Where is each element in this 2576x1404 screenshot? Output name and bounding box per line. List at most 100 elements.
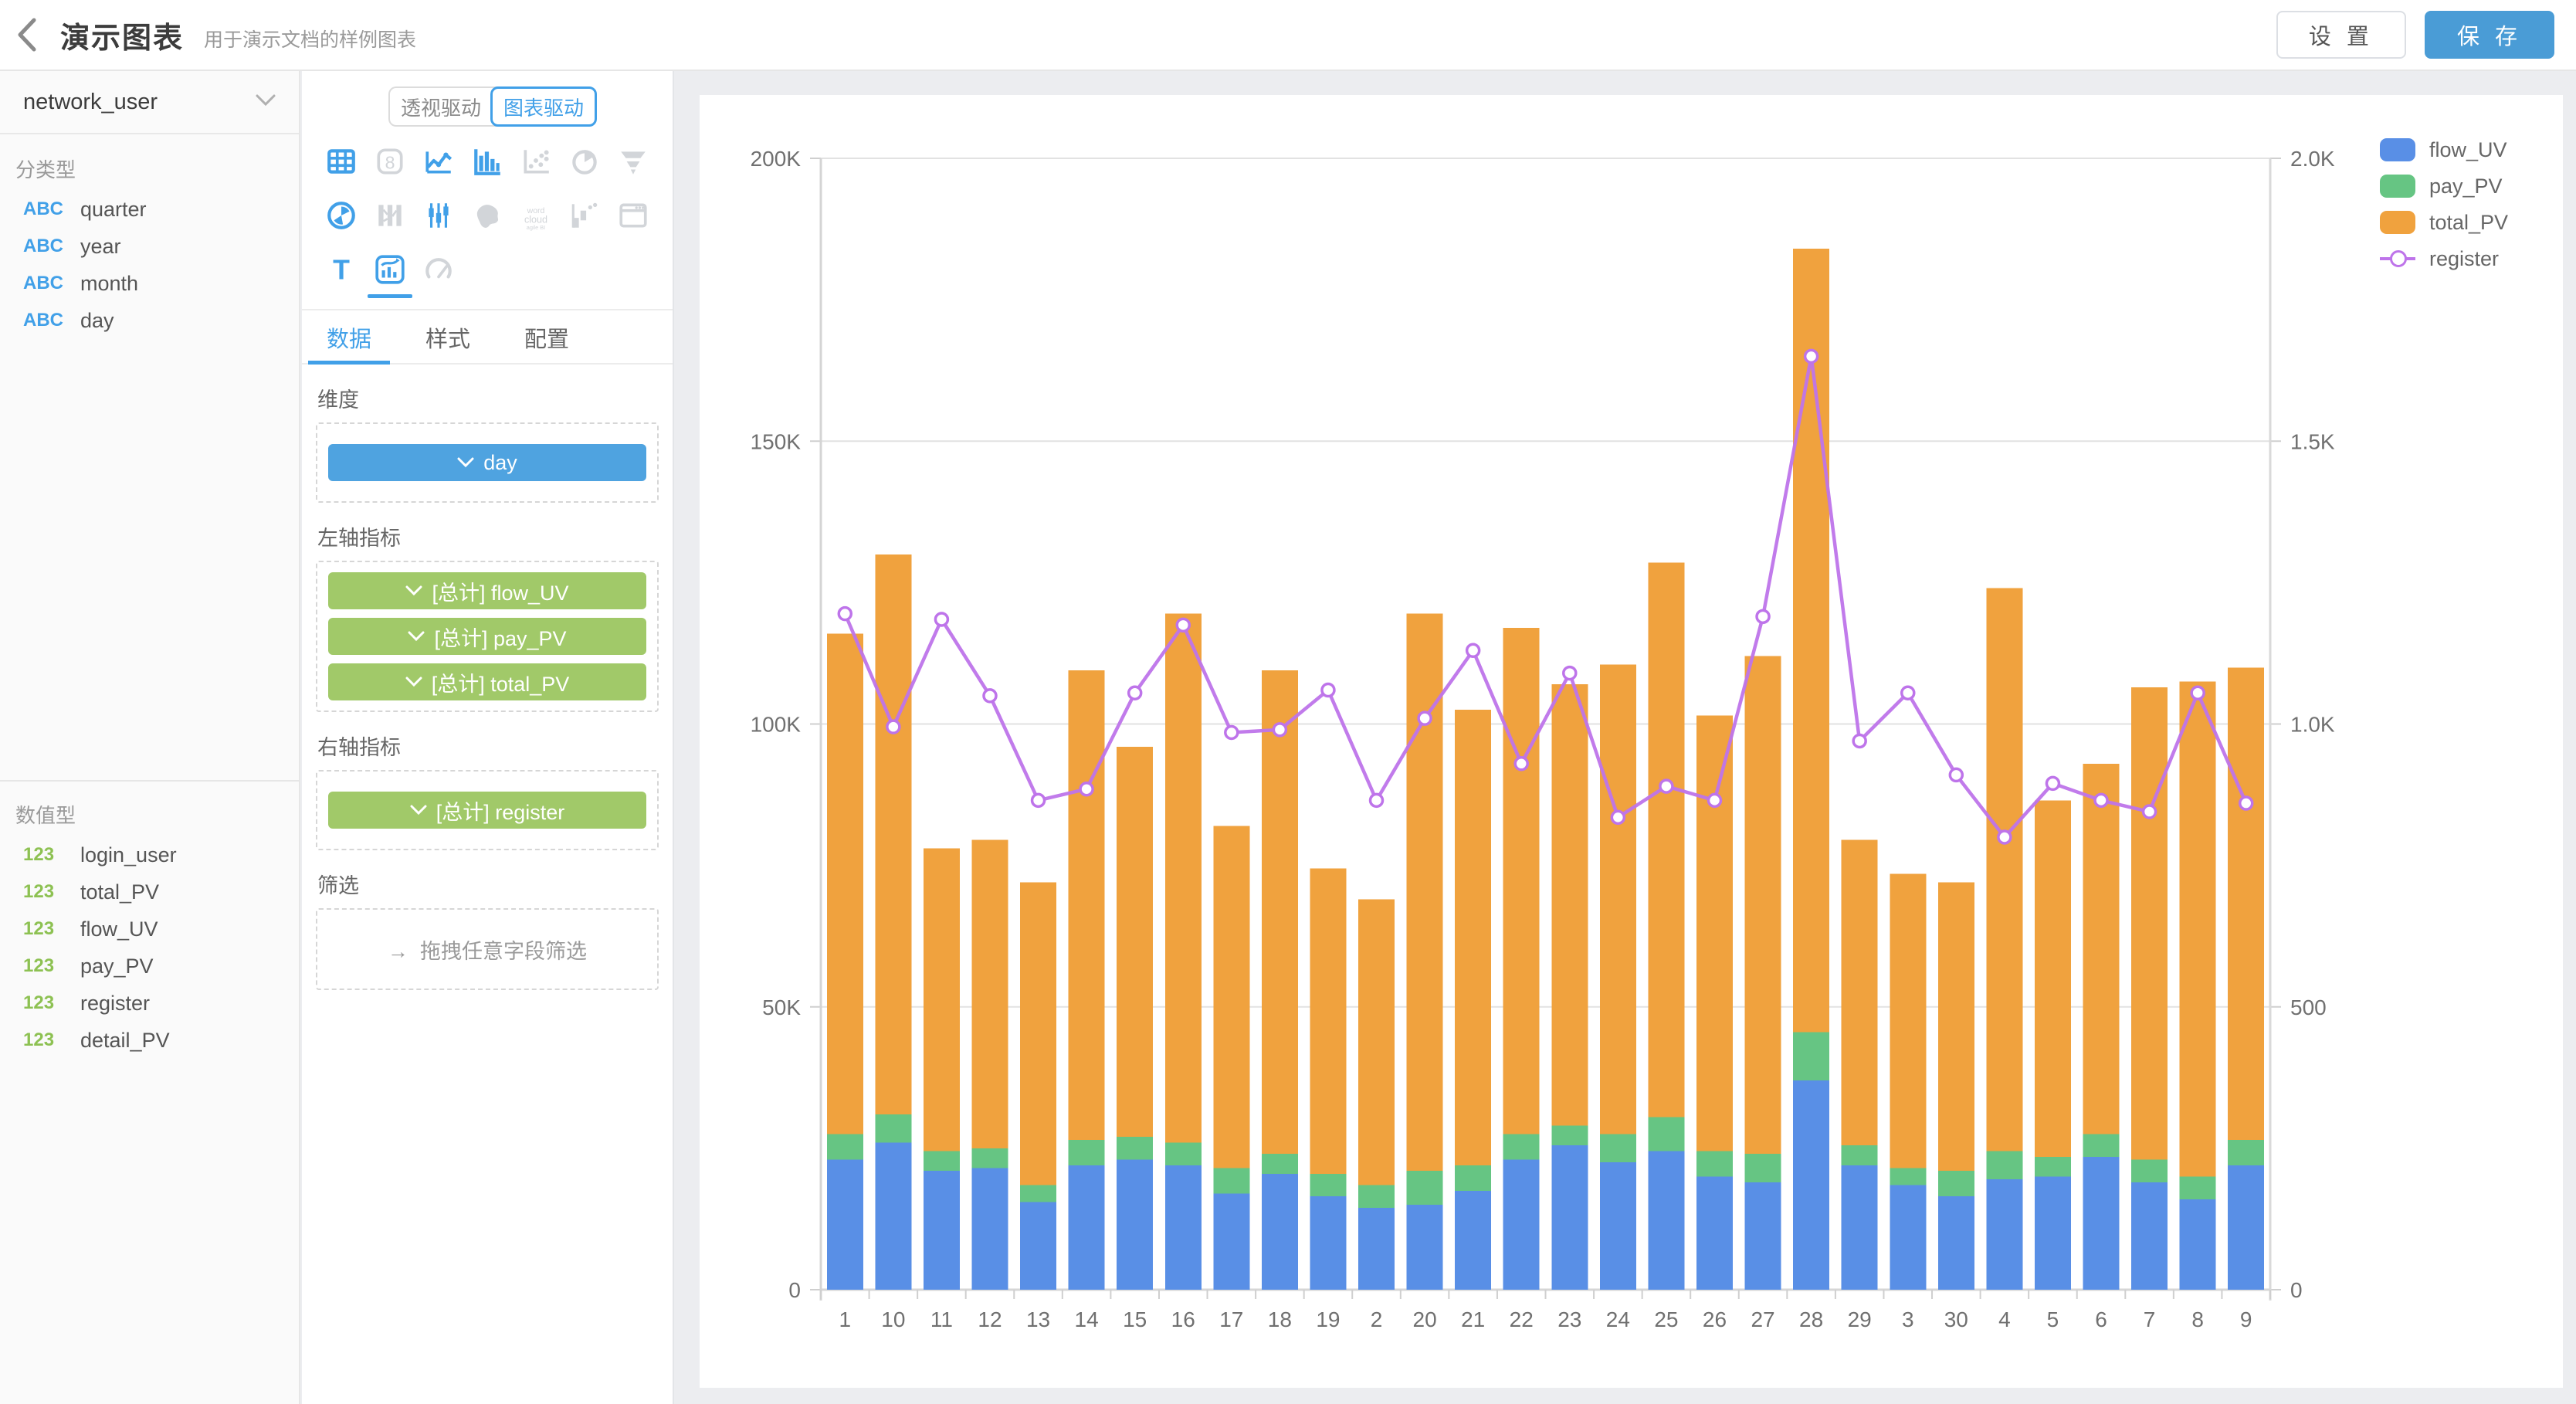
bar-stack-26[interactable] xyxy=(1696,715,1733,1290)
bar-stack-6[interactable] xyxy=(2083,763,2120,1290)
bar-stack-9[interactable] xyxy=(2228,667,2265,1290)
chart-type-table-icon[interactable] xyxy=(324,144,359,179)
right-axis-tick: 0 xyxy=(2290,1278,2303,1302)
bar-segment-pay_PV xyxy=(1213,1168,1250,1194)
mode-toggle: 透视驱动 图表驱动 xyxy=(388,86,598,127)
legend-label: pay_PV xyxy=(2429,174,2503,198)
bar-segment-total_PV xyxy=(1020,882,1057,1185)
dataset-selector[interactable]: network_user xyxy=(0,71,299,134)
mode-option-chart-driven[interactable]: 图表驱动 xyxy=(490,86,598,127)
bar-stack-14[interactable] xyxy=(1068,670,1105,1290)
x-axis-label: 24 xyxy=(1606,1307,1630,1331)
legend-item-pay_PV[interactable]: pay_PV xyxy=(2380,175,2508,198)
bar-stack-22[interactable] xyxy=(1503,627,1540,1290)
bar-stack-15[interactable] xyxy=(1117,746,1154,1290)
field-item-month[interactable]: ABC month xyxy=(0,265,299,302)
bar-stack-12[interactable] xyxy=(971,839,1008,1290)
chart-type-rose-icon[interactable] xyxy=(324,198,359,233)
legend-item-flow_UV[interactable]: flow_UV xyxy=(2380,138,2508,161)
bar-stack-24[interactable] xyxy=(1599,664,1636,1290)
chart-legend: flow_UV pay_PV total_PV register xyxy=(2380,138,2508,270)
bar-stack-27[interactable] xyxy=(1744,656,1781,1290)
bar-stack-28[interactable] xyxy=(1793,249,1830,1290)
field-item-login_user[interactable]: 123 login_user xyxy=(0,836,299,873)
bar-segment-total_PV xyxy=(1164,613,1202,1143)
chart-type-candlestick-icon[interactable] xyxy=(421,198,456,233)
bar-stack-13[interactable] xyxy=(1020,882,1057,1290)
bar-stack-1[interactable] xyxy=(826,633,863,1290)
chart-type-text-icon[interactable]: T xyxy=(324,252,359,287)
back-button[interactable] xyxy=(0,0,54,70)
bar-stack-5[interactable] xyxy=(2034,800,2071,1290)
field-name: register xyxy=(80,991,151,1015)
tab-样式[interactable]: 样式 xyxy=(425,327,471,352)
bar-stack-23[interactable] xyxy=(1551,684,1588,1290)
field-item-day[interactable]: ABC day xyxy=(0,302,299,339)
bar-stack-18[interactable] xyxy=(1261,670,1298,1290)
field-pill-day[interactable]: day xyxy=(328,444,646,481)
field-pill--总计-register[interactable]: [总计] register xyxy=(328,792,646,829)
bar-segment-flow_UV xyxy=(1890,1185,1927,1290)
register-line xyxy=(843,354,2248,839)
save-button[interactable]: 保 存 xyxy=(2424,11,2554,59)
bar-stack-3[interactable] xyxy=(1890,873,1927,1290)
bar-stack-29[interactable] xyxy=(1841,839,1878,1290)
chart-type-bar-icon[interactable] xyxy=(469,144,505,179)
bar-stack-11[interactable] xyxy=(923,848,960,1290)
bar-segment-pay_PV xyxy=(2083,1134,2120,1157)
x-axis-label: 30 xyxy=(1944,1307,1968,1331)
bar-segment-pay_PV xyxy=(1793,1032,1830,1080)
field-pill--总计-total_PV[interactable]: [总计] total_PV xyxy=(328,663,646,700)
bar-segment-pay_PV xyxy=(1986,1151,2023,1180)
bar-stack-30[interactable] xyxy=(1937,882,1974,1290)
field-item-register[interactable]: 123 register xyxy=(0,985,299,1022)
bar-stack-8[interactable] xyxy=(2179,681,2216,1290)
legend-item-register[interactable]: register xyxy=(2380,247,2508,270)
bar-stack-4[interactable] xyxy=(1986,588,2023,1290)
bar-stack-7[interactable] xyxy=(2131,687,2168,1290)
bar-segment-flow_UV xyxy=(923,1171,960,1290)
bar-stack-25[interactable] xyxy=(1648,562,1685,1290)
pill-label: [总计] register xyxy=(436,800,565,824)
bar-segment-total_PV xyxy=(1261,670,1298,1155)
chevron-down-icon xyxy=(410,805,427,816)
bar-segment-pay_PV xyxy=(1599,1134,1636,1163)
bar-segment-pay_PV xyxy=(2228,1139,2265,1165)
right-axis-dropzone[interactable]: [总计] register xyxy=(316,770,659,850)
filter-dropzone[interactable]: → 拖拽任意字段筛选 xyxy=(316,908,659,990)
tab-配置[interactable]: 配置 xyxy=(524,327,570,352)
field-pill--总计-flow_UV[interactable]: [总计] flow_UV xyxy=(328,572,646,609)
combo-chart[interactable]: 0 0 50K 500 100K 1.0K 150K 1.5K 200K 2.0K 1 10 11 12 1… xyxy=(700,95,2563,1388)
bar-stack-16[interactable] xyxy=(1164,613,1202,1290)
bar-segment-pay_PV xyxy=(1164,1142,1202,1165)
bar-stack-21[interactable] xyxy=(1455,710,1492,1290)
chart-type-number-icon: 8 xyxy=(372,144,408,179)
x-axis-label: 12 xyxy=(978,1307,1002,1331)
dimension-dropzone[interactable]: day xyxy=(316,422,659,503)
legend-item-total_PV[interactable]: total_PV xyxy=(2380,211,2508,234)
chart-type-combo-icon[interactable] xyxy=(368,252,413,298)
field-item-quarter[interactable]: ABC quarter xyxy=(0,191,299,228)
left-axis-dropzone[interactable]: [总计] flow_UV [总计] pay_PV [总计] total_PV xyxy=(316,561,659,712)
field-item-flow_UV[interactable]: 123 flow_UV xyxy=(0,911,299,948)
pill-label: [总计] total_PV xyxy=(431,672,570,696)
settings-button[interactable]: 设 置 xyxy=(2276,11,2406,59)
bar-segment-total_PV xyxy=(1503,627,1540,1134)
bar-stack-20[interactable] xyxy=(1406,613,1443,1290)
bar-stack-2[interactable] xyxy=(1358,899,1395,1290)
field-item-year[interactable]: ABC year xyxy=(0,228,299,265)
tab-数据[interactable]: 数据 xyxy=(308,310,391,365)
bar-stack-17[interactable] xyxy=(1213,826,1250,1290)
bar-stack-10[interactable] xyxy=(875,554,912,1290)
field-pill--总计-pay_PV[interactable]: [总计] pay_PV xyxy=(328,618,646,655)
chart-type-line-icon[interactable] xyxy=(421,144,456,179)
right-axis-label: 右轴指标 xyxy=(317,736,401,759)
svg-text:cloud: cloud xyxy=(524,214,547,225)
bar-stack-19[interactable] xyxy=(1310,868,1347,1290)
register-point xyxy=(1127,685,1143,700)
field-item-pay_PV[interactable]: 123 pay_PV xyxy=(0,948,299,985)
left-axis-label: 左轴指标 xyxy=(317,527,401,550)
mode-option-pivot-driven[interactable]: 透视驱动 xyxy=(401,96,482,120)
field-item-detail_PV[interactable]: 123 detail_PV xyxy=(0,1022,299,1059)
field-item-total_PV[interactable]: 123 total_PV xyxy=(0,873,299,911)
